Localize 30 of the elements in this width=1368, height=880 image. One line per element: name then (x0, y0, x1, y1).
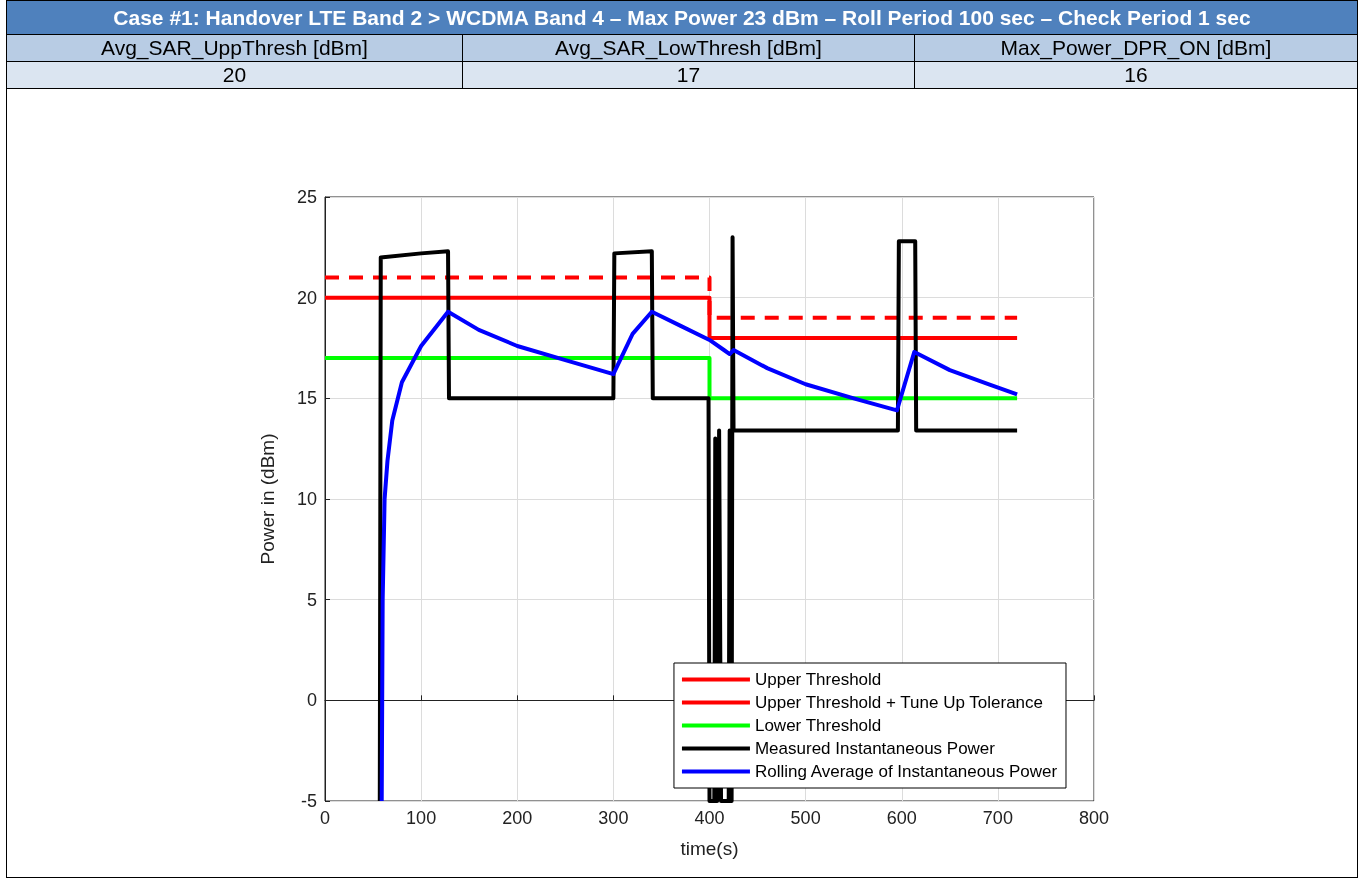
x-tick-label: 0 (319, 808, 331, 828)
text: 20 (7, 62, 463, 89)
x-tick-label: 200 (502, 808, 533, 828)
y-tick-label: 10 (296, 489, 317, 509)
chart-title: Case #1: Handover LTE Band 2 > WCDMA Band 4 – Max Power 23 dBm – Roll Period 100 sec – Check Period 1 sec (7, 1, 1357, 35)
x-tick-label: 100 (406, 808, 437, 828)
y-axis-title: Power in (dBm) (257, 433, 278, 565)
y-tick-label: 25 (296, 187, 317, 207)
legend-label: Measured Instantaneous Power (754, 739, 996, 758)
y-tick-label: 15 (296, 388, 317, 409)
x-tick-label: 300 (598, 808, 629, 828)
legend-label: Lower Threshold (754, 716, 882, 735)
text: Avg_SAR_UppThresh [dBm] (7, 35, 463, 62)
y-tick-label: 0 (306, 690, 317, 711)
text: Avg_SAR_LowThresh [dBm] (463, 35, 915, 62)
x-tick-label: 800 (1078, 808, 1110, 828)
y-tick-label: 5 (306, 589, 317, 610)
y-tick-label: -5 (300, 791, 317, 811)
text: Max_Power_DPR_ON [dBm] (915, 35, 1357, 62)
x-tick-label: 400 (694, 808, 725, 828)
x-tick-label: 700 (982, 808, 1013, 828)
x-axis-title: time(s) (680, 838, 739, 859)
text: 16 (915, 62, 1357, 89)
y-tick-label: 20 (296, 287, 317, 308)
x-tick-label: 600 (886, 808, 917, 828)
legend-label: Rolling Average of Instantaneous Power (754, 762, 1058, 781)
text: 17 (463, 62, 915, 89)
x-tick-label: 500 (790, 808, 821, 828)
legend-label: Upper Threshold (754, 670, 882, 689)
legend-label: Upper Threshold + Tune Up Tolerance (754, 693, 1044, 712)
